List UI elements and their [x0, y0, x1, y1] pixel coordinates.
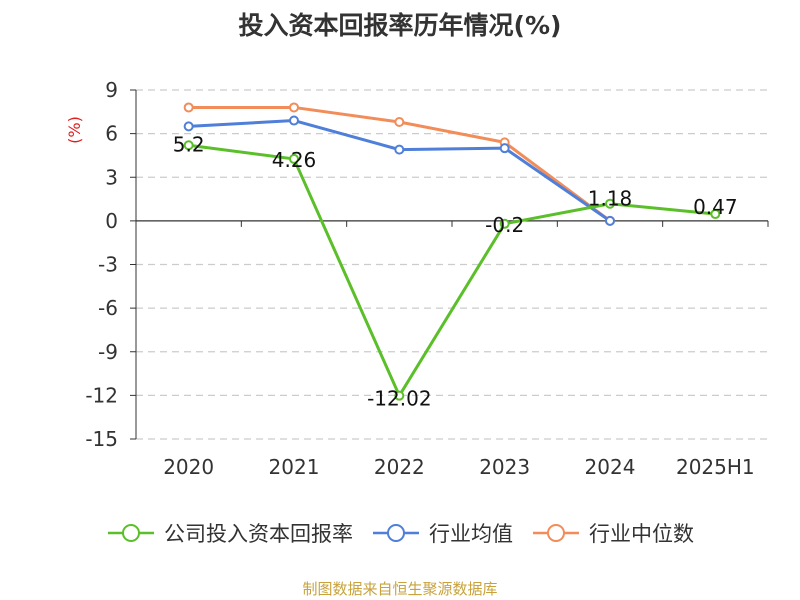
- data-point: [499, 143, 510, 154]
- data-point: [605, 198, 615, 209]
- source-note: 制图数据来自恒生聚源数据库: [302, 580, 498, 598]
- y-tick-label: 9: [105, 78, 118, 102]
- legend: 公司投入资本回报率 行业均值 行业中位数: [0, 518, 800, 548]
- data-point: [183, 121, 194, 132]
- data-labels: 5.2 4.26 -12.02 -0.2 1.18 0.47: [173, 132, 738, 410]
- data-point: [289, 102, 299, 113]
- series-line: [188, 119, 611, 223]
- data-point: [499, 218, 510, 229]
- legend-label: 公司投入资本回报率: [164, 522, 353, 546]
- x-tick-label: 2022: [374, 455, 425, 479]
- y-tick-label: -12: [85, 383, 118, 407]
- legend-label: 行业均值: [429, 522, 513, 546]
- data-point: [710, 209, 721, 220]
- y-tick-label: -6: [98, 296, 118, 320]
- x-tick-label: 2023: [479, 455, 530, 479]
- data-point: [394, 390, 405, 401]
- data-point: [289, 115, 299, 126]
- y-tick-label: 6: [105, 122, 118, 146]
- data-label: 1.18: [588, 187, 633, 211]
- data-point: [394, 144, 405, 155]
- y-tick-label: -9: [98, 340, 118, 364]
- legend-item: 行业中位数: [531, 518, 694, 548]
- data-point: [605, 215, 615, 226]
- data-label: -0.2: [485, 213, 524, 237]
- chart-title: 投入资本回报率历年情况(%): [238, 11, 562, 40]
- data-label: 0.47: [693, 195, 738, 219]
- x-tick-label: 2025H1: [676, 455, 755, 479]
- data-point: [183, 140, 194, 151]
- legend-label: 行业中位数: [589, 522, 694, 546]
- axes: 9 6 3 0 -3 -6 -9 -12 -15 2020 2021 2022 2023 2024 2025…: [65, 78, 769, 479]
- x-tick-label: 2021: [269, 455, 320, 479]
- series-line: [188, 143, 716, 398]
- y-tick-label: 0: [105, 209, 118, 233]
- legend-item: 行业均值: [371, 518, 513, 548]
- data-label: -12.02: [367, 387, 431, 411]
- y-tick-label: -3: [98, 253, 118, 277]
- legend-swatch: [373, 524, 419, 542]
- y-tick-label: 3: [105, 165, 118, 189]
- data-point: [183, 102, 194, 113]
- y-tick-label: -15: [85, 427, 118, 451]
- legend-swatch: [533, 524, 579, 542]
- x-tick-label: 2020: [163, 455, 214, 479]
- data-label: 5.2: [173, 132, 205, 156]
- legend-swatch: [108, 524, 154, 542]
- grid-lines: [136, 89, 768, 440]
- y-axis-label: (%): [65, 116, 84, 144]
- data-point: [394, 116, 405, 127]
- series-lines: [183, 102, 721, 401]
- data-label: 4.26: [272, 148, 317, 172]
- x-tick-label: 2024: [585, 455, 636, 479]
- legend-item: 公司投入资本回报率: [106, 518, 353, 548]
- data-point: [289, 153, 299, 164]
